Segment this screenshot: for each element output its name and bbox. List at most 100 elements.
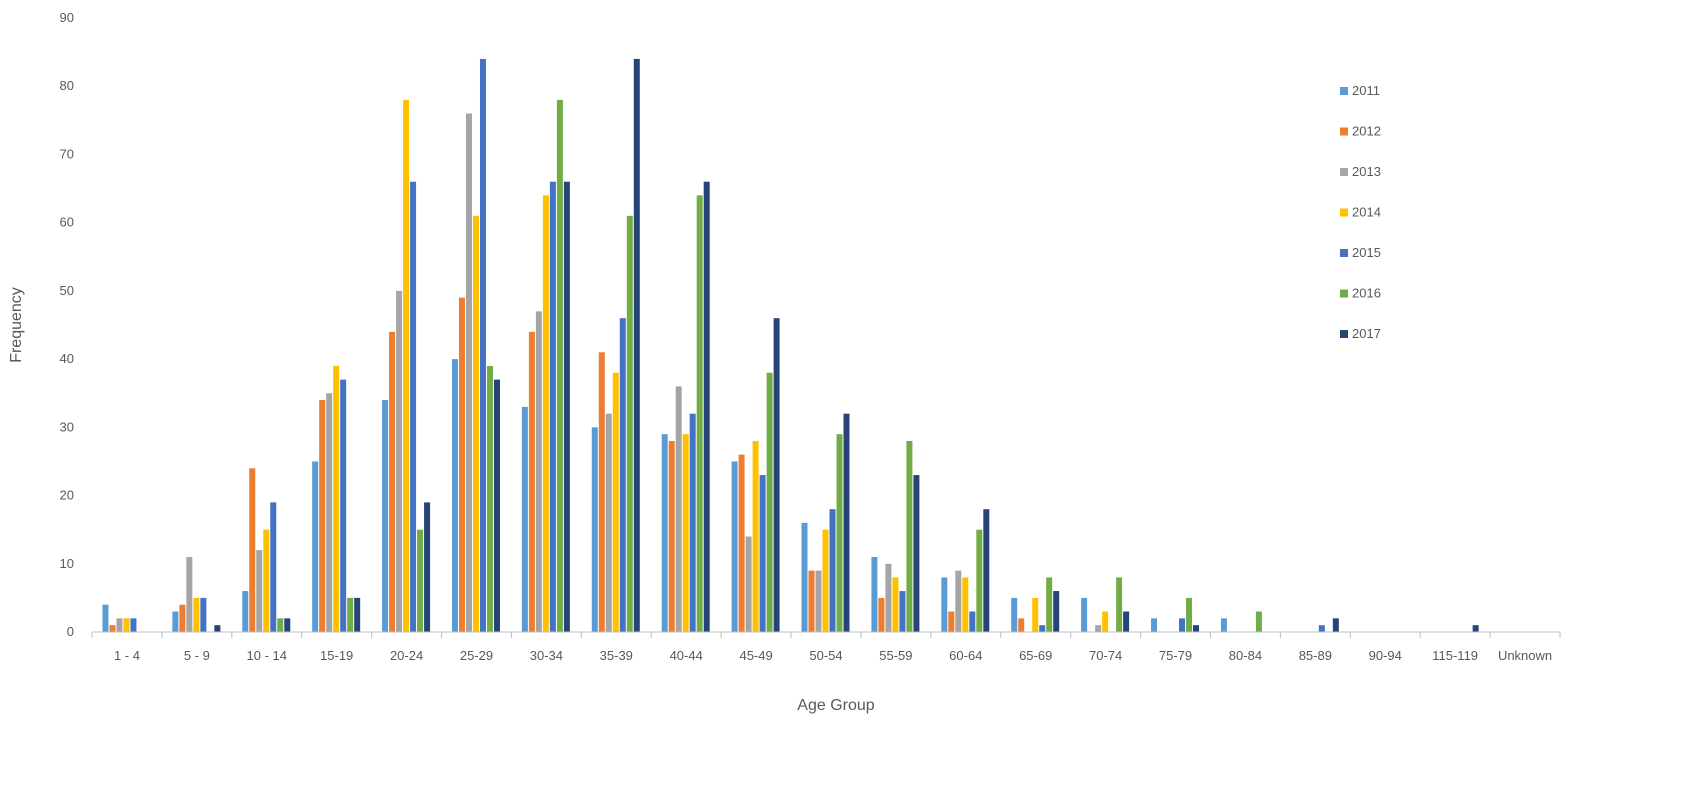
bar (703, 181, 710, 632)
bar (983, 509, 990, 632)
x-tick-label: 80-84 (1229, 648, 1262, 663)
bar (347, 597, 354, 632)
bar (284, 618, 291, 632)
legend: 2011 2012 2013 2014 2015 2016 2017 (1340, 83, 1381, 341)
bar (836, 434, 843, 632)
legend-label: 2013 (1352, 164, 1381, 179)
bar (815, 570, 822, 632)
bar (389, 331, 396, 632)
x-tick-label: 65-69 (1019, 648, 1052, 663)
y-tick-label: 10 (60, 556, 74, 571)
bar (752, 440, 759, 632)
legend-label: 2011 (1352, 83, 1380, 98)
bar (801, 522, 808, 632)
x-tick-label: 90-94 (1369, 648, 1402, 663)
bar (549, 181, 556, 632)
y-tick-label: 70 (60, 146, 74, 161)
x-tick-label: 5 - 9 (184, 648, 210, 663)
legend-swatch (1340, 208, 1348, 217)
x-tick-label: 45-49 (739, 648, 772, 663)
bar (382, 400, 389, 632)
y-tick-label: 90 (60, 10, 74, 25)
series-2014 (123, 99, 1109, 632)
bar (962, 577, 969, 632)
bar (521, 406, 528, 632)
x-tick-label: 75-79 (1159, 648, 1192, 663)
bar (633, 58, 640, 632)
bar (123, 618, 130, 632)
y-axis-ticks: 0 10 20 30 40 50 60 70 80 90 (60, 10, 74, 639)
bar (1255, 611, 1262, 632)
series-2011 (102, 359, 1227, 632)
bar (312, 461, 319, 632)
bar (1193, 625, 1200, 632)
bar (354, 597, 361, 632)
x-tick-label: 40-44 (670, 648, 703, 663)
bar (976, 529, 983, 632)
legend-item: 2014 (1340, 205, 1381, 220)
bar (941, 577, 948, 632)
bar (1116, 577, 1123, 632)
bar (179, 604, 186, 632)
bar (759, 475, 766, 632)
bar (563, 181, 570, 632)
bar (1332, 618, 1339, 632)
bar (214, 625, 221, 632)
bar (948, 611, 955, 632)
bar (619, 318, 626, 632)
bar (871, 556, 878, 632)
bar (1151, 618, 1158, 632)
bar (668, 440, 675, 632)
x-tick-label: 35-39 (600, 648, 633, 663)
y-tick-label: 20 (60, 488, 74, 503)
legend-swatch (1340, 127, 1348, 136)
bar (396, 290, 403, 632)
bar (1081, 597, 1088, 632)
x-tick-label: 25-29 (460, 648, 493, 663)
x-tick-label: 10 - 14 (247, 648, 287, 663)
bar (451, 359, 458, 632)
y-tick-label: 60 (60, 215, 74, 230)
legend-swatch (1340, 330, 1348, 338)
bar (689, 413, 696, 632)
legend-swatch (1340, 168, 1348, 176)
bar (479, 58, 486, 632)
bar (410, 181, 417, 632)
bar (542, 195, 549, 632)
bar (605, 413, 612, 632)
series-2016 (277, 99, 1262, 632)
bar (1472, 625, 1479, 632)
bar (892, 577, 899, 632)
x-tick-label: 60-64 (949, 648, 982, 663)
bar (913, 475, 920, 632)
bar (766, 372, 773, 632)
bar (102, 604, 109, 632)
x-tick-label: 85-89 (1299, 648, 1332, 663)
bar (249, 468, 256, 632)
x-tick-label: 1 - 4 (114, 648, 140, 663)
bar (186, 556, 193, 632)
bar (417, 529, 424, 632)
legend-item: 2012 (1340, 124, 1381, 139)
y-tick-label: 40 (60, 351, 74, 366)
bar (843, 413, 850, 632)
bar (319, 400, 326, 632)
bar (172, 611, 179, 632)
bar (626, 215, 633, 632)
series-2017 (214, 58, 1479, 632)
bar (116, 618, 123, 632)
bar (256, 550, 263, 632)
legend-swatch (1340, 249, 1348, 257)
bar (528, 331, 535, 632)
bar (969, 611, 976, 632)
bar (738, 454, 745, 632)
legend-item: 2017 (1340, 326, 1381, 341)
x-tick-label: 30-34 (530, 648, 563, 663)
bar (130, 618, 137, 632)
bar (277, 618, 284, 632)
x-tick-label: Unknown (1498, 648, 1552, 663)
bar (556, 99, 563, 632)
bar (773, 318, 780, 632)
